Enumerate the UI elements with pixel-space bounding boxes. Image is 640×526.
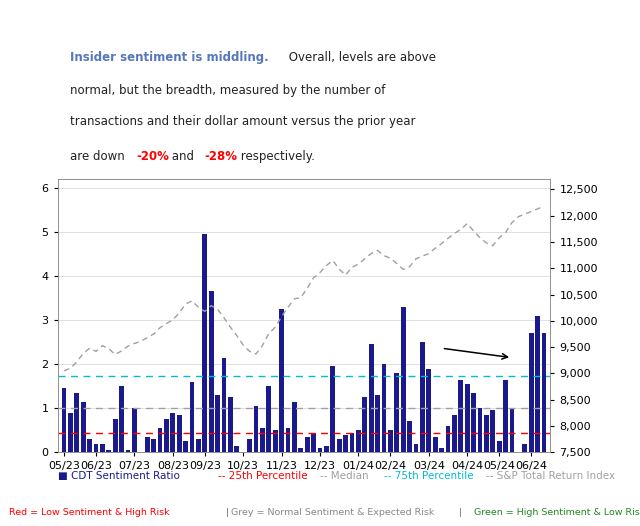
Text: |: | — [223, 508, 232, 518]
Text: -- S&P Total Return Index: -- S&P Total Return Index — [486, 471, 616, 481]
Bar — [221, 358, 227, 452]
Bar — [209, 291, 214, 452]
Bar — [119, 386, 124, 452]
Bar — [87, 439, 92, 452]
Bar — [484, 415, 489, 452]
Text: -- Median: -- Median — [320, 471, 369, 481]
Bar — [61, 388, 67, 452]
Bar — [74, 393, 79, 452]
Bar — [413, 443, 419, 452]
Bar — [81, 402, 86, 452]
Bar — [183, 441, 188, 452]
Bar — [394, 373, 399, 452]
Bar — [433, 437, 438, 452]
Bar — [356, 430, 361, 452]
Bar — [234, 446, 239, 452]
Bar — [228, 397, 233, 452]
Bar — [471, 393, 476, 452]
Bar — [337, 439, 342, 452]
Text: Grey = Normal Sentiment & Expected Risk: Grey = Normal Sentiment & Expected Risk — [231, 508, 435, 518]
Bar — [490, 410, 495, 452]
Text: -20%: -20% — [136, 150, 169, 163]
Bar — [439, 448, 444, 452]
Bar — [362, 397, 367, 452]
Bar — [324, 446, 329, 452]
Bar — [279, 309, 284, 452]
Bar — [125, 450, 131, 452]
Bar — [477, 408, 483, 452]
Bar — [497, 441, 502, 452]
Text: Insider sentiment is middling.: Insider sentiment is middling. — [70, 51, 268, 64]
Bar — [100, 443, 105, 452]
Bar — [465, 384, 470, 452]
Bar — [535, 316, 540, 452]
Text: respectively.: respectively. — [237, 150, 315, 163]
Bar — [292, 402, 297, 452]
Bar — [426, 369, 431, 452]
Bar — [247, 439, 252, 452]
Bar — [522, 443, 527, 452]
Text: are down: are down — [70, 150, 132, 163]
Text: and: and — [168, 150, 202, 163]
Bar — [113, 419, 118, 452]
Text: Red = Low Sentiment & High Risk: Red = Low Sentiment & High Risk — [10, 508, 170, 518]
Bar — [164, 419, 169, 452]
Bar — [202, 234, 207, 452]
Bar — [458, 380, 463, 452]
Bar — [151, 439, 156, 452]
Bar — [503, 380, 508, 452]
Bar — [541, 333, 547, 452]
Text: |: | — [456, 508, 465, 518]
Bar — [420, 342, 425, 452]
Bar — [452, 415, 457, 452]
Bar — [298, 448, 303, 452]
Bar — [157, 428, 163, 452]
Bar — [349, 432, 355, 452]
Bar — [93, 443, 99, 452]
Bar — [273, 430, 278, 452]
Bar — [401, 307, 406, 452]
Text: ■ CDT Sentiment Ratio: ■ CDT Sentiment Ratio — [58, 471, 179, 481]
Bar — [369, 345, 374, 452]
Bar — [215, 395, 220, 452]
Bar — [375, 395, 380, 452]
Bar — [68, 413, 73, 452]
Bar — [407, 421, 412, 452]
Bar — [170, 413, 175, 452]
Bar — [311, 432, 316, 452]
Bar — [381, 364, 387, 452]
Bar — [106, 450, 111, 452]
Bar — [343, 434, 348, 452]
Bar — [266, 386, 271, 452]
Bar — [388, 430, 393, 452]
Bar — [317, 448, 323, 452]
Bar — [285, 428, 291, 452]
Text: -- 25th Percentile: -- 25th Percentile — [218, 471, 307, 481]
Bar — [253, 406, 259, 452]
Bar — [132, 408, 137, 452]
Bar — [529, 333, 534, 452]
Text: normal, but the breadth, measured by the number of: normal, but the breadth, measured by the… — [70, 84, 385, 97]
Bar — [189, 382, 195, 452]
Text: -28%: -28% — [205, 150, 238, 163]
Bar — [145, 437, 150, 452]
Bar — [177, 415, 182, 452]
Bar — [260, 428, 265, 452]
Text: Overall, levels are above: Overall, levels are above — [285, 51, 436, 64]
Bar — [196, 439, 201, 452]
Text: transactions and their dollar amount versus the prior year: transactions and their dollar amount ver… — [70, 116, 415, 128]
Bar — [330, 366, 335, 452]
Bar — [509, 408, 515, 452]
Text: Green = High Sentiment & Low Risk: Green = High Sentiment & Low Risk — [474, 508, 640, 518]
Text: -- 75th Percentile: -- 75th Percentile — [384, 471, 474, 481]
Bar — [305, 437, 310, 452]
Bar — [445, 426, 451, 452]
